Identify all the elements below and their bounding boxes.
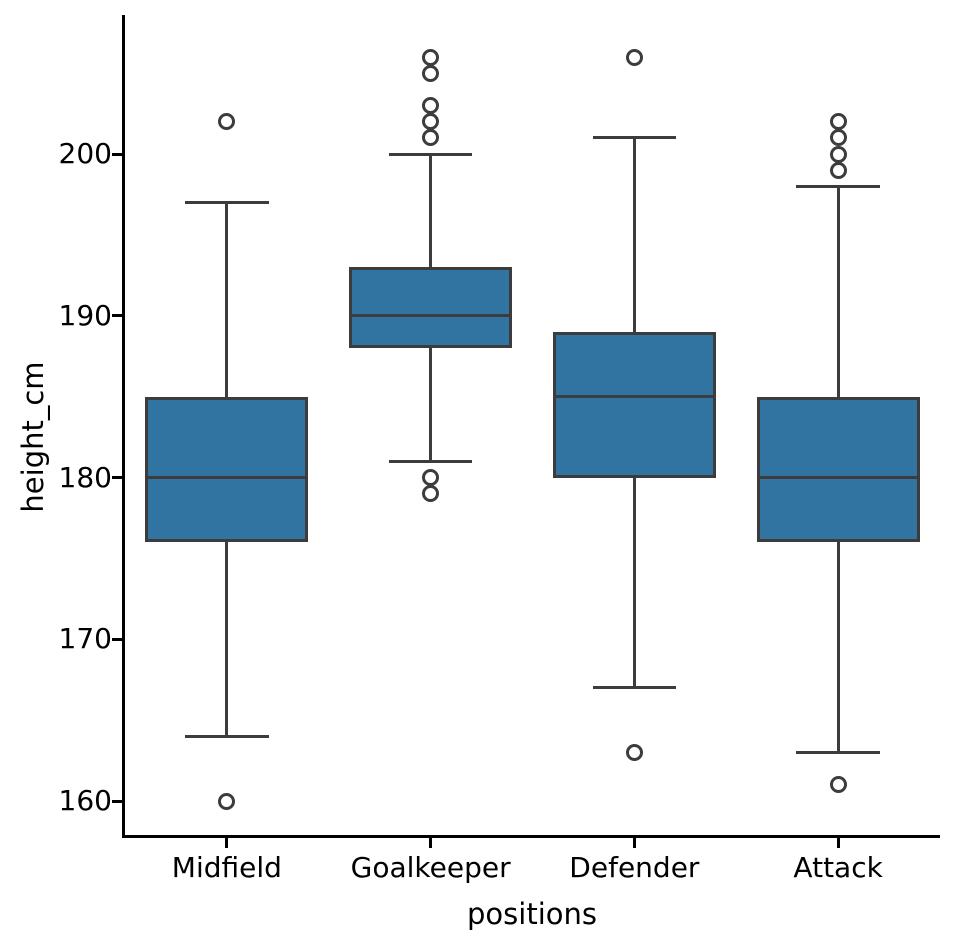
whisker-cap-upper-attack (796, 184, 880, 188)
outlier-point-midfield (218, 113, 236, 131)
y-tick-mark (112, 152, 122, 156)
outlier-point-attack (829, 129, 847, 147)
whisker-upper-midfield (225, 202, 229, 397)
outlier-point-midfield (218, 792, 236, 810)
outlier-point-attack (829, 776, 847, 794)
whisker-cap-upper-defender (592, 136, 677, 140)
y-tick-label: 160 (58, 784, 112, 818)
x-tick-mark (429, 838, 433, 848)
outlier-point-defender (625, 48, 643, 66)
x-axis-label: positions (467, 897, 597, 931)
x-tick-label: Goalkeeper (350, 851, 511, 884)
outlier-point-goalkeeper (422, 64, 440, 82)
y-axis-spine (122, 15, 125, 838)
y-tick-label: 170 (58, 622, 112, 656)
whisker-lower-defender (632, 477, 636, 688)
outlier-point-goalkeeper (422, 113, 440, 131)
whisker-upper-attack (836, 186, 840, 397)
x-axis-spine (122, 835, 940, 838)
median-line-goalkeeper (352, 314, 510, 318)
whisker-lower-midfield (225, 542, 229, 737)
x-tick-mark (225, 838, 229, 848)
whisker-upper-goalkeeper (429, 154, 433, 268)
x-tick-mark (836, 838, 840, 848)
outlier-point-goalkeeper (422, 97, 440, 115)
median-line-defender (555, 395, 713, 399)
y-tick-mark (112, 476, 122, 480)
outlier-point-attack (829, 145, 847, 163)
median-line-attack (759, 476, 917, 480)
whisker-cap-lower-attack (796, 751, 880, 754)
box-goalkeeper (349, 267, 513, 349)
x-tick-mark (632, 838, 636, 848)
outlier-point-goalkeeper (422, 485, 440, 503)
whisker-cap-lower-defender (592, 686, 677, 690)
whisker-cap-upper-goalkeeper (388, 152, 473, 156)
median-line-midfield (148, 476, 306, 480)
whisker-lower-goalkeeper (429, 348, 433, 462)
outlier-point-goalkeeper (422, 48, 440, 66)
box-attack (756, 396, 920, 543)
box-midfield (145, 396, 309, 543)
y-tick-label: 190 (58, 298, 112, 332)
whisker-upper-defender (632, 137, 636, 332)
outlier-point-attack (829, 161, 847, 179)
y-tick-mark (112, 637, 122, 641)
x-tick-label: Midfield (171, 851, 282, 884)
x-tick-label: Attack (793, 851, 883, 884)
y-tick-mark (112, 799, 122, 803)
outlier-point-goalkeeper (422, 469, 440, 487)
y-tick-mark (112, 314, 122, 318)
whisker-cap-lower-goalkeeper (388, 459, 473, 463)
whisker-cap-upper-midfield (185, 201, 269, 205)
whisker-cap-lower-midfield (185, 734, 269, 738)
outlier-point-attack (829, 113, 847, 131)
y-tick-label: 200 (58, 137, 112, 171)
box-defender (552, 332, 716, 478)
outlier-point-defender (625, 744, 643, 761)
outlier-point-goalkeeper (422, 129, 440, 147)
whisker-lower-attack (836, 542, 840, 753)
x-tick-label: Defender (569, 851, 700, 884)
y-tick-label: 180 (58, 460, 112, 494)
